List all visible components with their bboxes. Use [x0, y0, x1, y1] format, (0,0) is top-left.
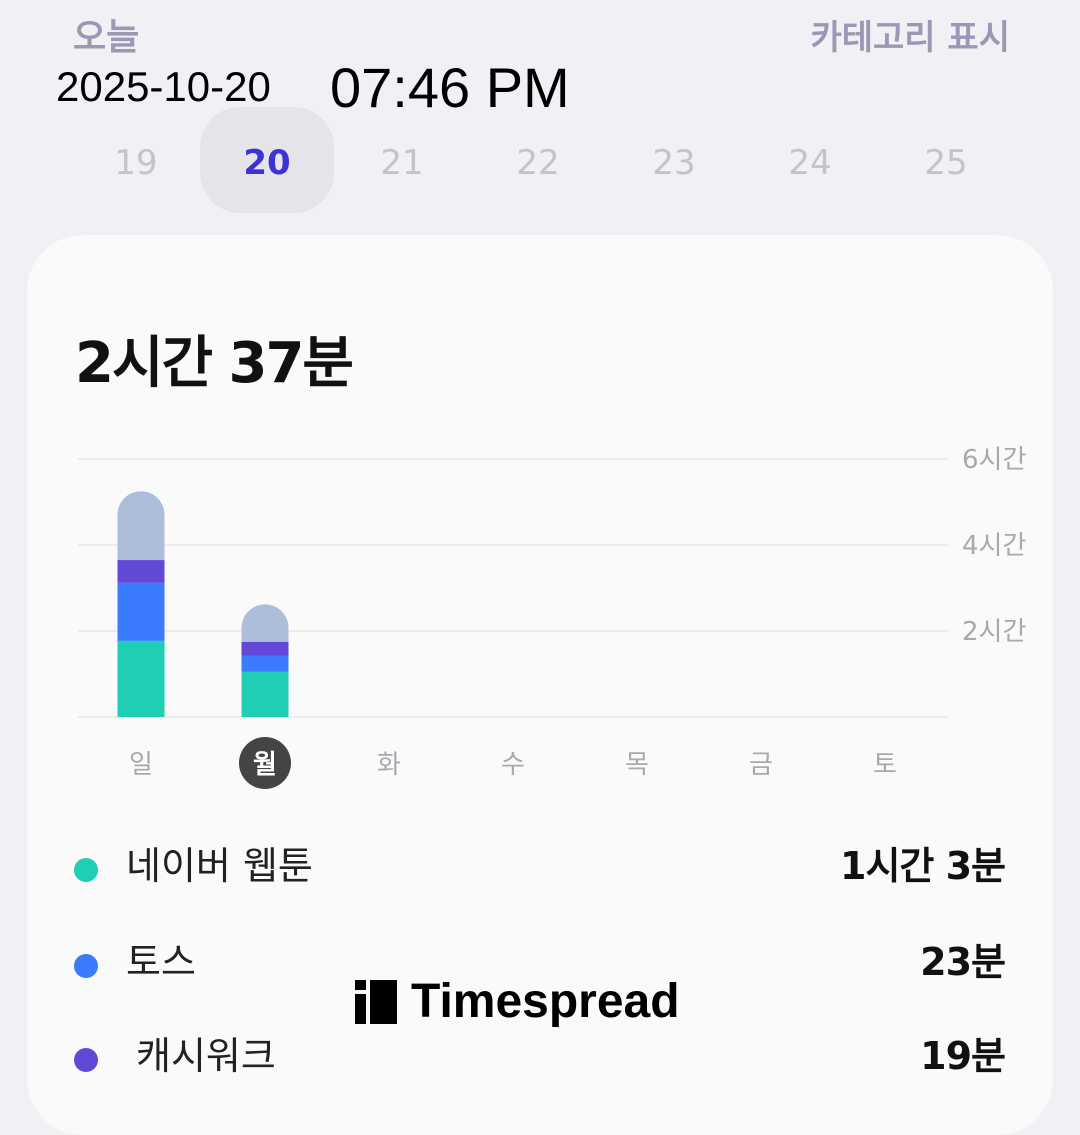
app-usage: 19분: [920, 1034, 1006, 1078]
timespread-logo-icon: [355, 980, 397, 1024]
bar-segment-네이버 웹툰: [117, 640, 165, 717]
date-21[interactable]: 21: [380, 143, 424, 183]
date-22[interactable]: 22: [516, 143, 560, 183]
y-tick-label: 2시간: [962, 617, 1026, 647]
stacked-bar-월[interactable]: [241, 604, 289, 717]
date-23[interactable]: 23: [652, 143, 696, 183]
today-label[interactable]: 오늘: [73, 17, 140, 58]
bar-segment-캐시워크: [241, 641, 289, 656]
color-dot-icon: [74, 858, 98, 882]
usage-card: [27, 235, 1053, 1135]
app-name: 캐시워크: [136, 1034, 276, 1078]
color-dot-icon: [74, 1048, 98, 1072]
date-24[interactable]: 24: [788, 143, 832, 183]
x-tick-label[interactable]: 금: [749, 750, 773, 780]
bar-segment-토스: [241, 655, 289, 672]
y-tick-label: 4시간: [962, 531, 1026, 561]
x-tick-label[interactable]: 화: [377, 750, 401, 780]
list-item[interactable]: 토스 23분: [70, 934, 1006, 994]
color-dot-icon: [74, 954, 98, 978]
x-tick-label[interactable]: 수: [501, 750, 525, 780]
category-toggle-button[interactable]: 카테고리 표시: [810, 18, 1010, 58]
app-name: 토스: [126, 940, 196, 984]
stacked-bar-일[interactable]: [117, 491, 165, 717]
app-usage: 23분: [920, 940, 1006, 984]
app-usage: 1시간 3분: [840, 844, 1006, 888]
bar-segment-other: [117, 491, 165, 561]
date-strip: 19 20 21 22 23 24 25: [0, 140, 1080, 190]
overlay-time: 07:46 PM: [330, 56, 570, 119]
x-tick-label[interactable]: 토: [873, 750, 897, 780]
date-25[interactable]: 25: [924, 143, 968, 183]
selected-date-highlight: [200, 107, 334, 213]
watermark-text: Timespread: [411, 975, 680, 1028]
date-19[interactable]: 19: [114, 143, 158, 183]
bar-segment-캐시워크: [117, 560, 165, 583]
list-item[interactable]: 캐시워크 19분: [70, 1028, 1006, 1088]
y-tick-label: 6시간: [962, 445, 1026, 475]
x-tick-label[interactable]: 월: [253, 750, 277, 780]
bar-segment-네이버 웹툰: [241, 671, 289, 717]
total-usage: 2시간 37분: [75, 331, 354, 396]
app-usage-list: 네이버 웹툰 1시간 3분 토스 23분 캐시워크 19분: [70, 0, 1006, 1080]
overlay-date: 2025-10-20: [56, 63, 271, 110]
timespread-watermark: Timespread: [355, 975, 680, 1029]
list-item[interactable]: 네이버 웹툰 1시간 3분: [70, 838, 1006, 898]
app-name: 네이버 웹툰: [126, 844, 313, 888]
x-tick-label[interactable]: 목: [625, 750, 649, 780]
selected-day-circle: [239, 737, 291, 789]
bar-segment-other: [241, 604, 289, 642]
bar-segment-토스: [117, 582, 165, 641]
date-20-selected[interactable]: 20: [243, 143, 291, 183]
x-tick-label[interactable]: 일: [129, 750, 153, 780]
